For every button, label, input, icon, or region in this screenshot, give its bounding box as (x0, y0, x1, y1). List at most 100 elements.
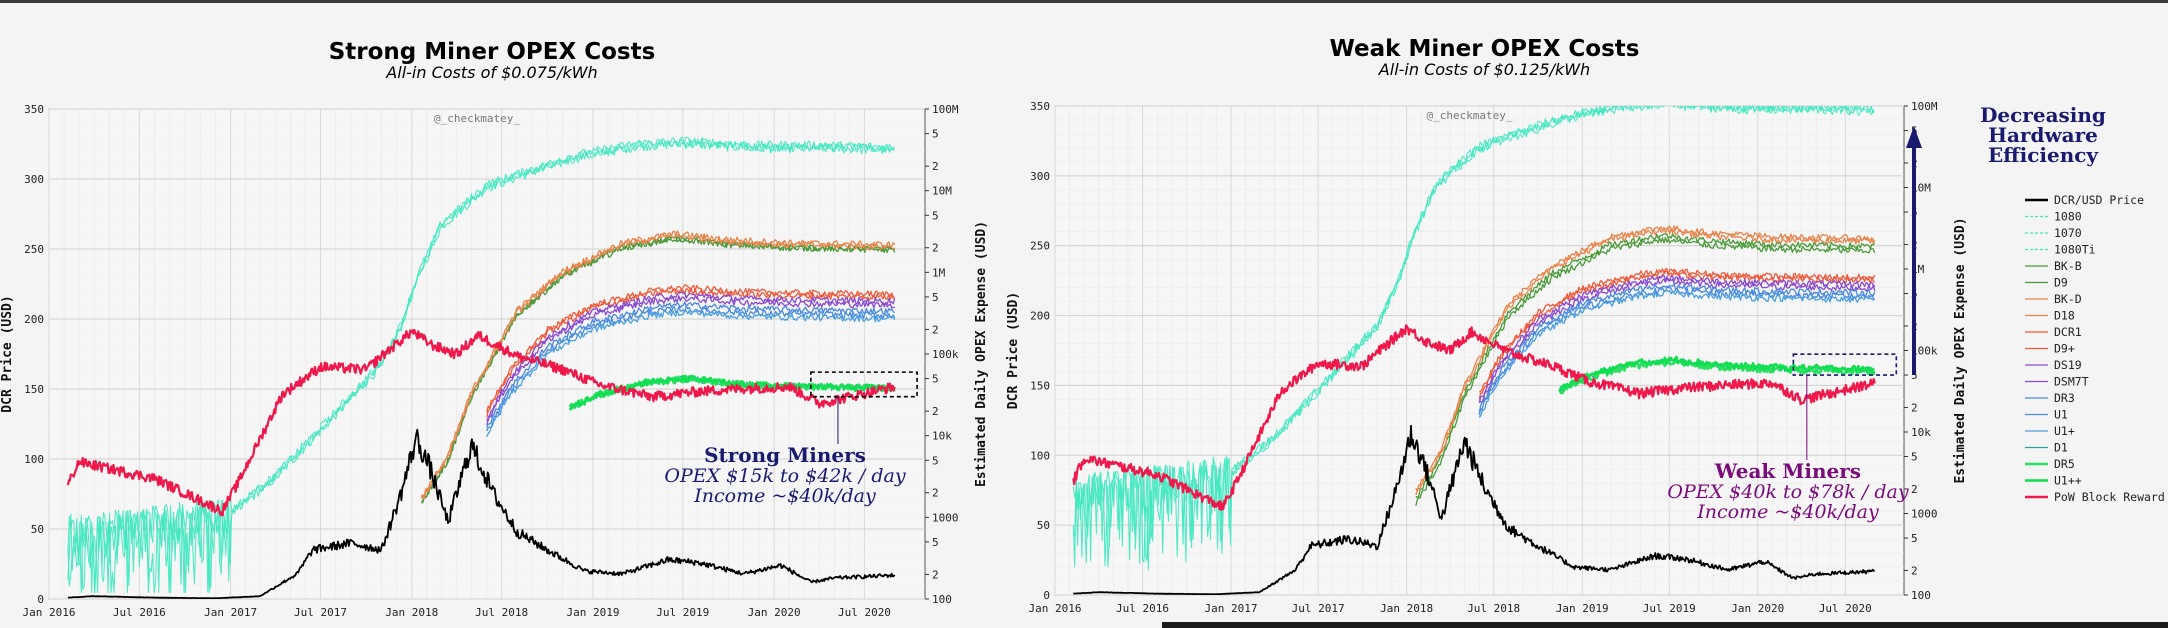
series-line-u1+ (486, 309, 896, 437)
y-tick-label-right: 5 (932, 536, 939, 549)
series-line-dr3 (486, 301, 896, 428)
chart-title: Strong Miner OPEX Costs (329, 39, 656, 65)
series-line-d18 (420, 230, 896, 498)
legend-label: DR5 (2054, 457, 2075, 471)
series-line-dcr-usd-price (1073, 424, 1875, 595)
x-tick-label: Jul 2019 (656, 606, 709, 619)
y-tick-label-right: 100k (932, 348, 959, 361)
series-line-dcr-usd-price (67, 428, 896, 599)
chart-subtitle: All-in Costs of $0.125/kWh (1378, 60, 1590, 79)
y-tick-label-right: 5 (932, 128, 939, 141)
y-tick-label-left: 150 (1030, 379, 1050, 392)
y-tick-label-left: 100 (1030, 449, 1050, 462)
series-line-1080ti (1072, 106, 1875, 568)
y-tick-label-right: 2 (932, 323, 939, 336)
y-tick-label-left: 150 (24, 383, 44, 396)
legend-label: DS19 (2054, 358, 2082, 372)
arrow-label-line: Decreasing (1980, 103, 2106, 127)
y-tick-label-left: 250 (1030, 240, 1050, 253)
y-tick-label-right: 2 (1911, 564, 1918, 577)
x-tick-label: Jan 2020 (1731, 602, 1784, 615)
y-tick-label-left: 300 (1030, 170, 1050, 183)
y-tick-label-right: 2 (932, 487, 939, 500)
chart-title: Weak Miner OPEX Costs (1330, 36, 1640, 62)
legend-label: DCR/USD Price (2054, 193, 2144, 207)
y-tick-label-right: 100k (1911, 345, 1938, 358)
y-tick-label-right: 1000 (1911, 508, 1938, 521)
y-tick-label-right: 10M (932, 185, 952, 198)
arrow-label-line: Hardware (1988, 123, 2098, 147)
y-tick-label-right: 100M (1911, 100, 1938, 113)
x-tick-label: Jul 2016 (1116, 602, 1169, 615)
y-tick-label-left: 200 (1030, 310, 1050, 323)
watermark: @_checkmatey_ (434, 112, 520, 125)
series-line-pow-block-reward (1072, 324, 1876, 511)
annotation-income: Income ~$40k/day (693, 485, 876, 507)
x-tick-label: Jul 2020 (1819, 602, 1872, 615)
series-line-dsm7t (486, 295, 895, 425)
y-tick-label-left: 250 (24, 243, 44, 256)
series-line-pow-block-reward (66, 328, 896, 517)
arrow-head (1906, 126, 1922, 148)
annotation-opex: OPEX $40k to $78k / day (1667, 481, 1908, 503)
annotation-opex: OPEX $15k to $42k / day (664, 465, 905, 487)
x-tick-label: Jan 2020 (748, 606, 801, 619)
chart-panel-strong: Jan 2016 Jul 2016 Jan 2017 Jul 2017 Jan 2018… (0, 39, 989, 619)
y-tick-label-left: 200 (24, 313, 44, 326)
chart-legend: DCR/USD Price 1080 1070 1080Ti BK-B D9 BK-D D18… (2025, 193, 2165, 504)
y-tick-label-left: 350 (1030, 100, 1050, 113)
plot-content (66, 136, 896, 599)
y-tick-label-left: 100 (24, 453, 44, 466)
x-tick-label: Jul 2017 (294, 606, 347, 619)
highlight-box (810, 371, 918, 398)
x-tick-label: Jan 2019 (566, 606, 619, 619)
y-tick-label-right: 1000 (932, 511, 959, 524)
legend-label: U1++ (2054, 474, 2082, 488)
x-tick-label: Jan 2018 (385, 606, 438, 619)
series-line-1080ti (67, 136, 895, 594)
y-tick-label-right: 5 (1911, 369, 1918, 382)
y-tick-label-right: 2 (932, 568, 939, 581)
y-axis-label-left: DCR Price (USD) (0, 295, 15, 412)
x-tick-label: Jan 2017 (1205, 602, 1258, 615)
x-tick-label: Jan 2019 (1556, 602, 1609, 615)
series-line-u1++ (1558, 355, 1875, 393)
y-tick-label-right: 5 (932, 291, 939, 304)
y-tick-label-right: 2 (1911, 483, 1918, 496)
legend-label: BK-D (2054, 292, 2082, 306)
x-tick-label: Jul 2019 (1643, 602, 1696, 615)
y-tick-label-right: 2 (1911, 401, 1918, 414)
chart-subtitle: All-in Costs of $0.075/kWh (385, 63, 597, 82)
series-line-d18 (1415, 225, 1875, 492)
plot-content (1072, 106, 1876, 595)
highlight-box (1792, 353, 1898, 376)
legend-label: D9 (2054, 276, 2068, 290)
y-tick-label-right: 10M (1911, 182, 1931, 195)
annotation-title: Strong Miners (704, 443, 866, 467)
y-tick-label-right: 2 (932, 405, 939, 418)
series-line-dsm7t (1478, 278, 1876, 404)
y-tick-label-left: 0 (1043, 589, 1050, 602)
y-tick-label-right: 100M (932, 103, 959, 116)
y-tick-label-right: 2 (932, 242, 939, 255)
bottom-scrollbar[interactable] (1162, 622, 2168, 628)
y-tick-label-left: 0 (37, 593, 44, 606)
series-line-bk-b (1415, 236, 1876, 506)
x-tick-label: Jan 2016 (23, 606, 76, 619)
x-tick-label: Jul 2018 (1467, 602, 1520, 615)
annotation-income: Income ~$40k/day (1696, 501, 1879, 523)
legend-label: 1070 (2054, 226, 2082, 240)
y-axis-label-right: Estimated Daily OPEX Expense (USD) (1953, 217, 1968, 483)
series-line-d9+ (486, 287, 896, 418)
x-tick-label: Jul 2020 (838, 606, 891, 619)
legend-label: BK-B (2054, 259, 2082, 273)
y-axis-label-left: DCR Price (USD) (1006, 292, 1021, 409)
y-tick-label-left: 350 (24, 103, 44, 116)
y-tick-label-left: 50 (1037, 519, 1050, 532)
y-tick-label-right: 2 (932, 160, 939, 173)
y-axis-label-right: Estimated Daily OPEX Expense (USD) (974, 221, 989, 487)
y-tick-label-right: 1M (932, 266, 946, 279)
legend-label: D18 (2054, 309, 2075, 323)
y-tick-label-right: 5 (1911, 532, 1918, 545)
